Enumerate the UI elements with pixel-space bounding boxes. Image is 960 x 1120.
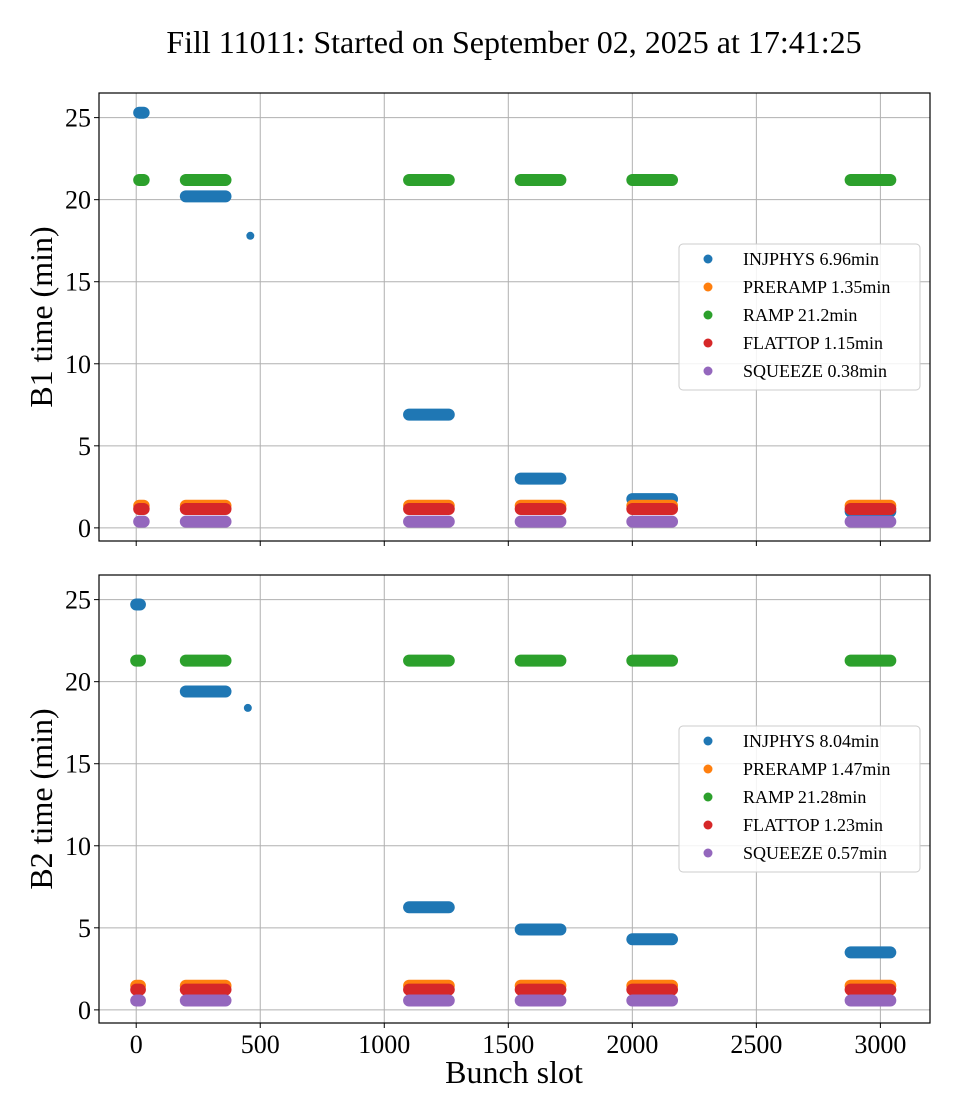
y-tick-label: 25 [65,104,91,133]
legend-box [678,725,921,873]
legend-label: INJPHYS 8.04min [743,731,879,751]
y-tick-label: 20 [65,186,91,215]
data-point [246,231,255,240]
y-axis-label: B2 time (min) [23,708,59,889]
y-tick-label: 25 [65,586,91,615]
x-tick-label: 500 [241,1030,280,1059]
legend-label: PRERAMP 1.35min [743,277,890,297]
legend-marker [703,254,713,264]
legend-label: RAMP 21.28min [743,787,866,807]
legend-label: SQUEEZE 0.57min [743,843,887,863]
y-tick-label: 0 [78,996,91,1025]
y-tick-label: 15 [65,750,91,779]
legend-marker [703,792,713,802]
y-tick-label: 15 [65,268,91,297]
data-point [243,703,252,712]
y-tick-label: 20 [65,668,91,697]
y-tick-label: 10 [65,832,91,861]
legend-marker [703,848,713,858]
legend-marker [703,736,713,746]
legend-marker [703,338,713,348]
chart-title: Fill 11011: Started on September 02, 202… [166,24,861,60]
x-tick-label: 2500 [730,1030,782,1059]
x-axis-label: Bunch slot [445,1054,583,1090]
legend-marker [703,820,713,830]
y-axis-label: B1 time (min) [23,226,59,407]
y-tick-label: 10 [65,350,91,379]
plot-frame [98,574,931,1024]
legend-marker [703,764,713,774]
legend-label: INJPHYS 6.96min [743,249,879,269]
legend-label: PRERAMP 1.47min [743,759,890,779]
legend-label: FLATTOP 1.23min [743,815,883,835]
legend-marker [703,282,713,292]
legend-marker [703,310,713,320]
legend-label: SQUEEZE 0.38min [743,361,887,381]
legend-label: FLATTOP 1.15min [743,333,883,353]
y-tick-label: 0 [78,514,91,543]
legend-box [678,243,921,391]
series-injphys [130,598,897,959]
legend-marker [703,366,713,376]
x-tick-label: 3000 [854,1030,906,1059]
legend-label: RAMP 21.2min [743,305,857,325]
plot-frame [98,92,931,542]
y-tick-label: 5 [78,914,91,943]
x-tick-label: 1500 [482,1030,534,1059]
y-tick-label: 5 [78,432,91,461]
x-tick-label: 1000 [358,1030,410,1059]
x-tick-label: 0 [130,1030,143,1059]
panel-b2: 0 5 10 15 20 25 0 500 1000 1500 2000 2500 3000 B2 tim… [23,574,931,1059]
legend: INJPHYS 6.96min PRERAMP 1.35min RAMP 21.2m… [678,243,921,391]
legend: INJPHYS 8.04min PRERAMP 1.47min RAMP 21.28… [678,725,921,873]
x-tick-label: 2000 [606,1030,658,1059]
panel-b1: 0 5 10 15 20 25 B1 time (min) INJPHYS 6.96min PR… [23,92,931,546]
